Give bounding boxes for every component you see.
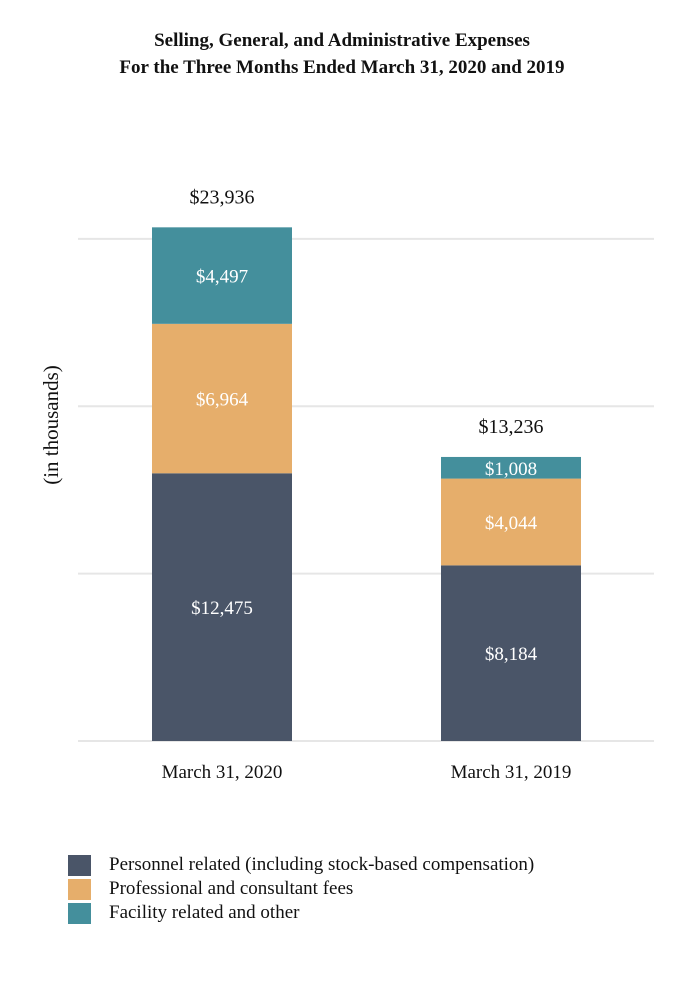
legend-label-professional: Professional and consultant fees: [109, 878, 354, 899]
legend-label-personnel: Personnel related (including stock-based…: [109, 854, 535, 875]
y-axis-label: (in thousands): [39, 365, 63, 485]
bar-segment: [152, 227, 292, 324]
data-label: $6,964: [196, 390, 249, 411]
total-label: $23,936: [190, 186, 255, 208]
chart-subtitle: For the Three Months Ended March 31, 202…: [119, 57, 565, 78]
chart-title-block: Selling, General, and Administrative Exp…: [0, 27, 684, 81]
bar-segment: [441, 478, 581, 566]
data-label: $12,475: [191, 598, 253, 619]
data-label: $1,008: [485, 459, 537, 480]
legend-item-facility: Facility related and other: [68, 901, 534, 925]
legend-label-facility: Facility related and other: [109, 902, 300, 923]
bar-segment: [152, 323, 292, 474]
bar-segment: [441, 456, 581, 479]
x-tick-label: March 31, 2020: [162, 762, 283, 783]
data-label: $4,497: [196, 267, 248, 288]
data-label: $4,044: [485, 513, 538, 534]
legend-item-professional: Professional and consultant fees: [68, 877, 534, 901]
legend-swatch-professional: [68, 878, 91, 900]
x-tick-label: March 31, 2019: [451, 762, 572, 783]
total-label: $13,236: [479, 416, 544, 438]
legend-swatch-facility: [68, 902, 91, 924]
legend: Personnel related (including stock-based…: [68, 853, 534, 925]
legend-swatch-personnel: [68, 854, 91, 876]
bar-segment: [152, 473, 292, 741]
legend-item-personnel: Personnel related (including stock-based…: [68, 853, 534, 877]
data-label: $8,184: [485, 644, 538, 665]
chart-title: Selling, General, and Administrative Exp…: [154, 30, 530, 51]
bar-segment: [441, 565, 581, 741]
